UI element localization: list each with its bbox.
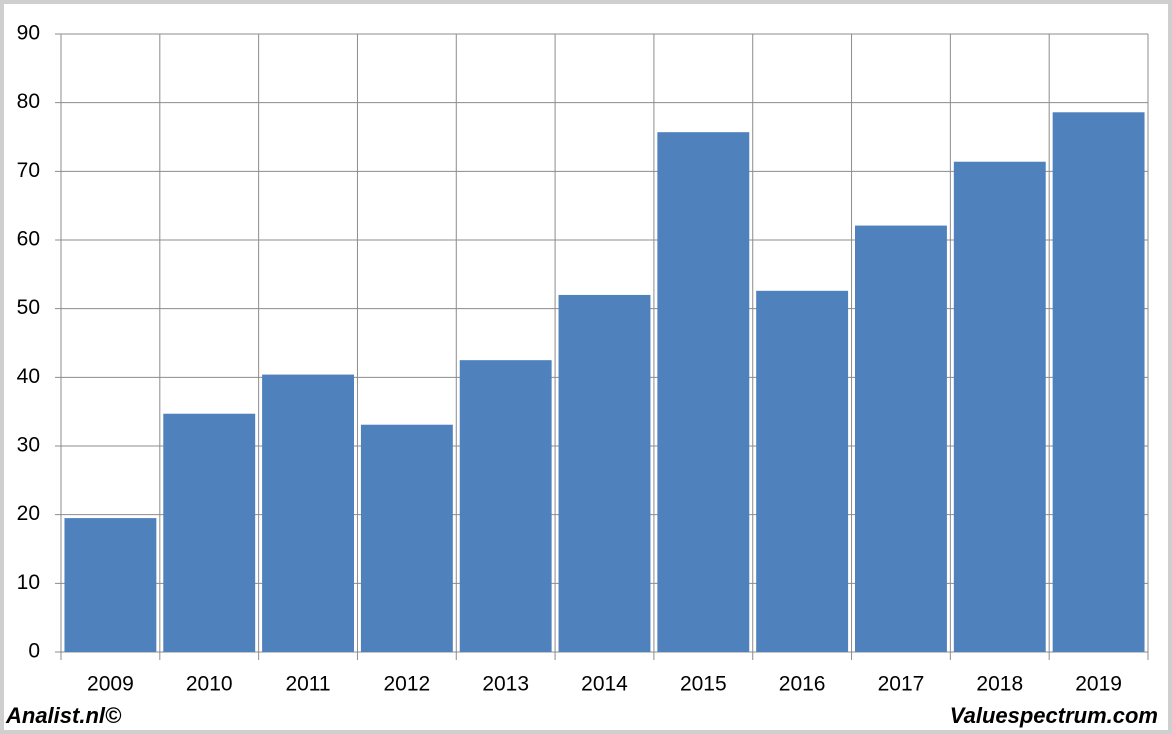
x-tick-label: 2016 (779, 673, 826, 696)
y-tick-label: 90 (17, 22, 40, 45)
x-tick-label: 2014 (581, 673, 628, 696)
bar (262, 374, 354, 652)
y-tick-label: 50 (17, 296, 40, 319)
y-tick-label: 0 (28, 640, 40, 663)
x-tick-label: 2013 (482, 673, 529, 696)
y-tick-label: 60 (17, 228, 40, 251)
bar (855, 225, 947, 652)
bar (163, 413, 256, 652)
y-tick-label: 70 (17, 159, 40, 182)
bar (558, 294, 651, 652)
bar (657, 132, 750, 652)
x-tick-label: 2009 (87, 673, 134, 696)
source-left: Analist.nl© (5, 703, 122, 728)
y-tick-label: 30 (17, 434, 40, 457)
y-tick-label: 40 (17, 365, 40, 388)
bar (459, 360, 552, 652)
x-tick-label: 2012 (384, 673, 431, 696)
x-tick-label: 2018 (976, 673, 1023, 696)
x-tick-label: 2019 (1075, 673, 1122, 696)
x-tick-label: 2010 (186, 673, 233, 696)
y-tick-label: 20 (17, 502, 40, 525)
x-tick-label: 2015 (680, 673, 727, 696)
bar (360, 424, 453, 652)
x-tick-label: 2011 (285, 673, 330, 696)
source-right: Valuespectrum.com (950, 703, 1158, 728)
y-tick-label: 80 (17, 90, 40, 113)
bar (756, 290, 849, 652)
bar (953, 161, 1046, 652)
y-tick-label: 10 (17, 571, 40, 594)
x-tick-label: 2017 (878, 673, 925, 696)
bar (1052, 112, 1145, 652)
bar (64, 518, 157, 652)
